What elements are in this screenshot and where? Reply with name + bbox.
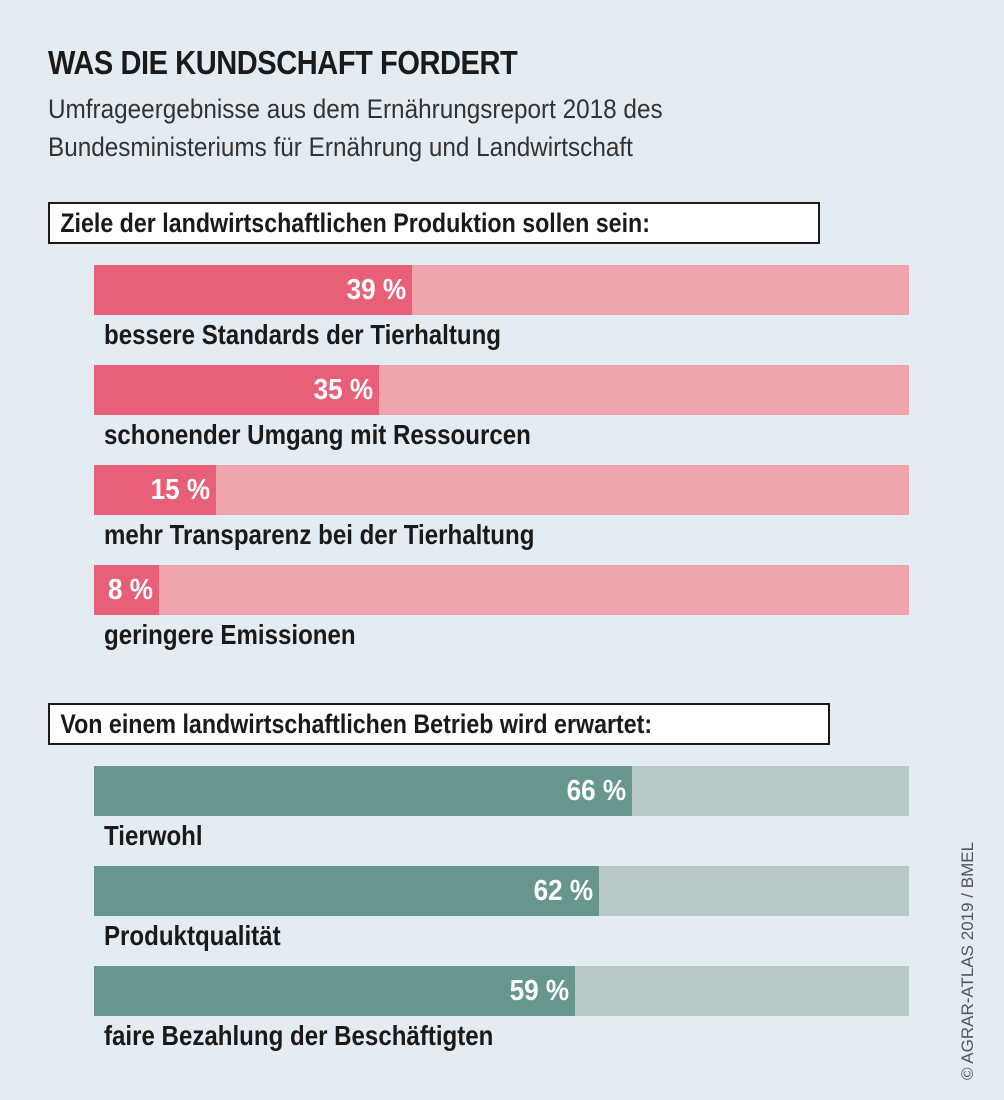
category-label: Tierwohl bbox=[104, 820, 203, 851]
category-label: faire Bezahlung der Beschäftigten bbox=[104, 1020, 494, 1051]
value-label: 62 % bbox=[533, 875, 594, 907]
subtitle-line-1: Umfrageergebnisse aus dem Ernährungsrepo… bbox=[48, 94, 663, 124]
bar-track: 35 % bbox=[94, 365, 909, 415]
bar-track: 15 % bbox=[94, 465, 909, 515]
value-label: 35 % bbox=[313, 374, 374, 406]
section-heading-text: Ziele der landwirtschaftlichen Produktio… bbox=[60, 208, 650, 238]
subtitle-line-2: Bundesministeriums für Ernährung und Lan… bbox=[48, 132, 633, 162]
value-label: 39 % bbox=[346, 274, 406, 306]
section-heading: Ziele der landwirtschaftlichen Produktio… bbox=[48, 202, 820, 244]
value-label: 66 % bbox=[566, 775, 626, 807]
credit: © AGRAR-ATLAS 2019 / BMEL bbox=[958, 841, 977, 1080]
bar bbox=[94, 565, 160, 615]
category-label: Produktqualität bbox=[104, 920, 281, 951]
chart-subtitle: Umfrageergebnisse aus dem Ernährungsrepo… bbox=[48, 90, 663, 166]
bar bbox=[94, 465, 217, 515]
bar bbox=[94, 365, 380, 415]
bar-track: 59 % bbox=[94, 966, 909, 1016]
bar bbox=[94, 766, 632, 816]
value-label: 15 % bbox=[150, 474, 211, 506]
bar bbox=[94, 265, 412, 315]
bar-track: 39 % bbox=[94, 265, 909, 315]
bar-track: 66 % bbox=[94, 766, 909, 816]
category-label: bessere Standards der Tierhaltung bbox=[104, 319, 502, 350]
category-label: mehr Transparenz bei der Tierhaltung bbox=[104, 519, 535, 550]
section-heading-text: Von einem landwirtschaftlichen Betrieb w… bbox=[60, 709, 653, 739]
bar-track: 62 % bbox=[94, 866, 909, 916]
category-label: schonender Umgang mit Ressourcen bbox=[104, 419, 531, 450]
chart-title: WAS DIE KUNDSCHAFT FORDERT bbox=[48, 44, 518, 81]
section-heading: Von einem landwirtschaftlichen Betrieb w… bbox=[48, 703, 830, 745]
value-label: 59 % bbox=[509, 975, 569, 1007]
bar bbox=[94, 866, 600, 916]
bar-track: 8 % bbox=[94, 565, 909, 615]
value-label: 8 % bbox=[108, 574, 154, 606]
bar bbox=[94, 966, 575, 1016]
category-label: geringere Emissionen bbox=[104, 619, 356, 650]
